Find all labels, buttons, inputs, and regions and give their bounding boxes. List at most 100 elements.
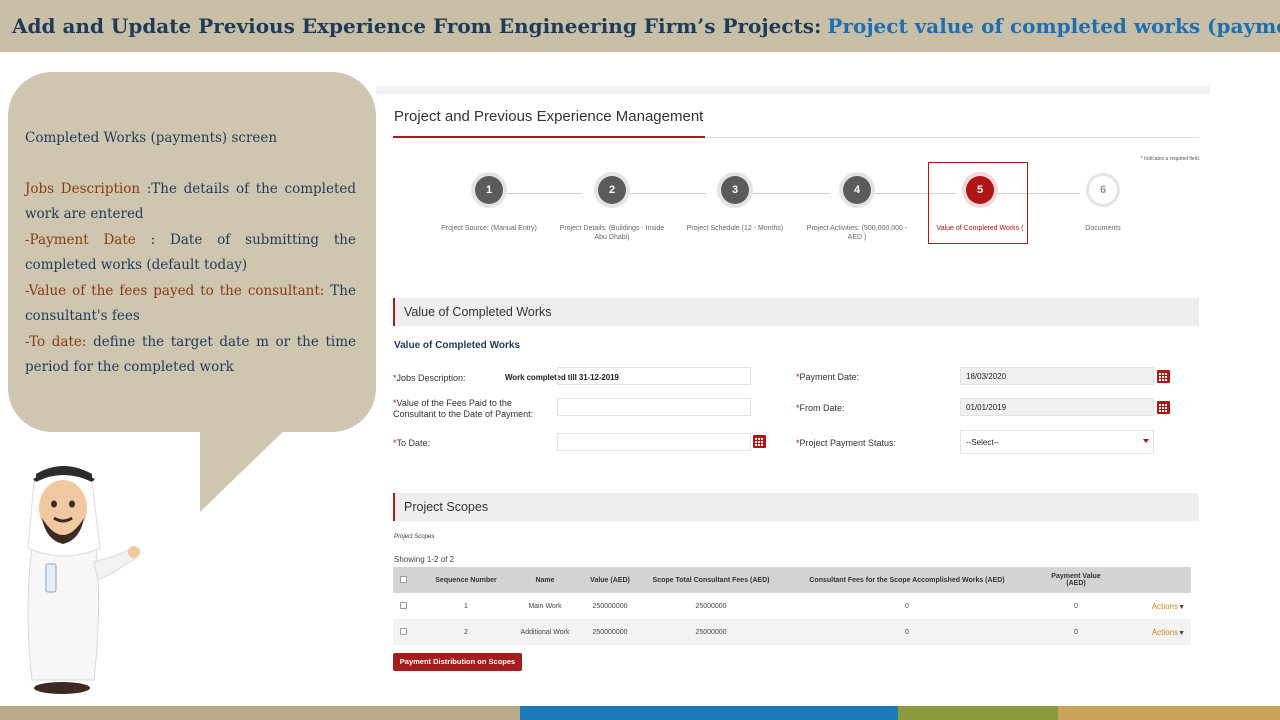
table-cell: Additional Work [519,619,571,645]
from-date-label: *From Date: [796,403,845,413]
column-header[interactable]: Sequence Number [413,567,519,593]
from-date-calendar-icon[interactable] [1157,401,1170,414]
to-date-label: *To Date: [393,438,431,448]
table-caption: Project Scopes [394,534,435,540]
wizard-step-4[interactable]: 4 Project Activities: (500,000,000 - AED… [802,176,912,242]
bottom-bar-segment [898,706,1058,720]
jobs-description-input[interactable]: Work completed till 31-12-2019 [505,367,751,385]
wizard-step-5[interactable]: 5 Value of Completed Works ( [925,176,1035,233]
actions-menu[interactable]: Actions▼ [1111,593,1191,619]
table-cell: 0 [1074,602,1078,610]
step-label: Project Schedule (12 - Months) [686,225,784,232]
select-all-checkbox[interactable] [399,575,407,583]
consultant-fees-label: *Value of the Fees Paid to the Consultan… [393,398,534,419]
payment-distribution-button[interactable]: Payment Distribution on Scopes [393,653,522,671]
wizard-step-6[interactable]: 6 Documents [1048,176,1158,233]
slide-title: Add and Update Previous Experience From … [12,14,822,38]
payment-status-select[interactable]: --Select-- [960,430,1154,454]
step-number: 6 [1089,176,1117,204]
step-number: 4 [843,176,871,204]
assistant-avatar-illustration [27,466,140,694]
step-label: Documents [1085,225,1121,232]
actions-link[interactable]: Actions [1151,601,1179,611]
title-underline [393,136,705,138]
bubble-item-jobs: Jobs Description :The details of the com… [25,180,357,223]
current-step-highlight-box [928,162,1028,244]
bubble-heading: Completed Works (payments) screen [25,130,278,146]
wizard-step-1[interactable]: 1 Project Source: (Manual Entry) [434,176,544,233]
caret-down-icon[interactable]: ▼ [1178,629,1185,637]
table-cell: 250000000 [571,619,649,645]
bottom-color-bar [0,706,1280,720]
to-date-input[interactable] [557,433,751,451]
column-header[interactable]: Name [519,567,571,593]
payment-date-label: *Payment Date: [796,372,860,382]
row-select-cell [393,619,413,645]
bubble-item-to-date: -To date: define the target date m or th… [25,333,357,376]
bottom-bar-segment [520,706,898,720]
table-row: 2 Additional Work 250000000 25000000 0 0… [393,619,1191,645]
page-title: Project and Previous Experience Manageme… [394,108,704,125]
actions-link[interactable]: Actions [1151,627,1179,637]
app-screenshot-panel: Project and Previous Experience Manageme… [376,86,1210,686]
from-date-input[interactable]: 01/01/2019 [960,398,1154,416]
table-cell: 0 [905,602,909,610]
panel-top-shade [376,86,1210,94]
jobs-description-field-border [557,367,751,385]
consultant-fees-input[interactable] [557,398,751,416]
select-all-header[interactable] [393,567,413,593]
slide-title-bar: Add and Update Previous Experience From … [0,0,1280,52]
step-number: 1 [475,176,503,204]
wizard-step-3[interactable]: 3 Project Schedule (12 - Months) [680,176,790,233]
column-header[interactable]: Consultant Fees for the Scope Accomplish… [773,567,1041,593]
actions-menu[interactable]: Actions▼ [1111,619,1191,645]
table-header-row: Sequence Number Name Value (AED) Scope T… [393,567,1191,593]
caret-down-icon[interactable]: ▼ [1178,603,1185,611]
row-checkbox[interactable] [399,601,407,609]
bubble-item-fees: -Value of the fees payed to the consulta… [25,282,356,325]
project-scopes-table: Sequence Number Name Value (AED) Scope T… [393,567,1191,645]
section-header-project-scopes: Project Scopes [393,493,1199,521]
table-row: 1 Main Work 250000000 25000000 0 0 Actio… [393,593,1191,619]
section-header-completed-works: Value of Completed Works [393,298,1199,326]
payment-date-input[interactable]: 18/03/2020 [960,367,1154,385]
column-header[interactable]: Value (AED) [571,567,649,593]
table-cell: Main Work [528,602,562,610]
step-label: Project Details: (Buildings - Inside Abu… [559,225,665,241]
section-subtitle: Value of Completed Works [394,340,520,351]
step-number: 5 [966,176,994,204]
column-header-actions [1111,567,1191,593]
table-cell: 25000000 [695,602,727,610]
step-connector [622,193,706,194]
bubble-item-payment-date: -Payment Date : Date of submitting the c… [25,231,356,274]
row-checkbox[interactable] [399,627,407,635]
to-date-calendar-icon[interactable] [753,435,766,448]
speech-bubble-tail [200,420,295,512]
step-connector [746,193,830,194]
required-field-note: * Indicates a required field. [1140,156,1200,162]
pagination-summary: Showing 1-2 of 2 [394,555,455,564]
wizard-step-2[interactable]: 2 Project Details: (Buildings - Inside A… [557,176,667,242]
step-label: Project Source: (Manual Entry) [441,225,537,232]
row-select-cell [393,593,413,619]
table-cell: 0 [1041,619,1111,645]
jobs-description-value: Work completed till 31-12-2019 [505,373,619,382]
step-connector [870,193,956,194]
bottom-bar-segment [1058,706,1280,720]
step-number: 2 [598,176,626,204]
step-number: 3 [721,176,749,204]
step-label: Value of Completed Works ( [936,225,1024,232]
column-header[interactable]: Payment Value (AED) [1041,567,1111,593]
column-header[interactable]: Scope Total Consultant Fees (AED) [649,567,773,593]
payment-date-calendar-icon[interactable] [1157,370,1170,383]
table-cell: 2 [413,619,519,645]
step-label: Project Activities: (500,000,000 - AED ) [806,225,908,241]
wizard-stepper: 1 Project Source: (Manual Entry) 2 Proje… [416,176,1176,256]
table-cell: 250000000 [592,602,628,610]
table-cell: 25000000 [649,619,773,645]
speech-bubble: Completed Works (payments) screen Jobs D… [8,72,376,432]
jobs-description-label: *Jobs Description: [393,373,466,383]
chevron-down-icon[interactable] [1143,439,1149,443]
step-connector [996,193,1080,194]
